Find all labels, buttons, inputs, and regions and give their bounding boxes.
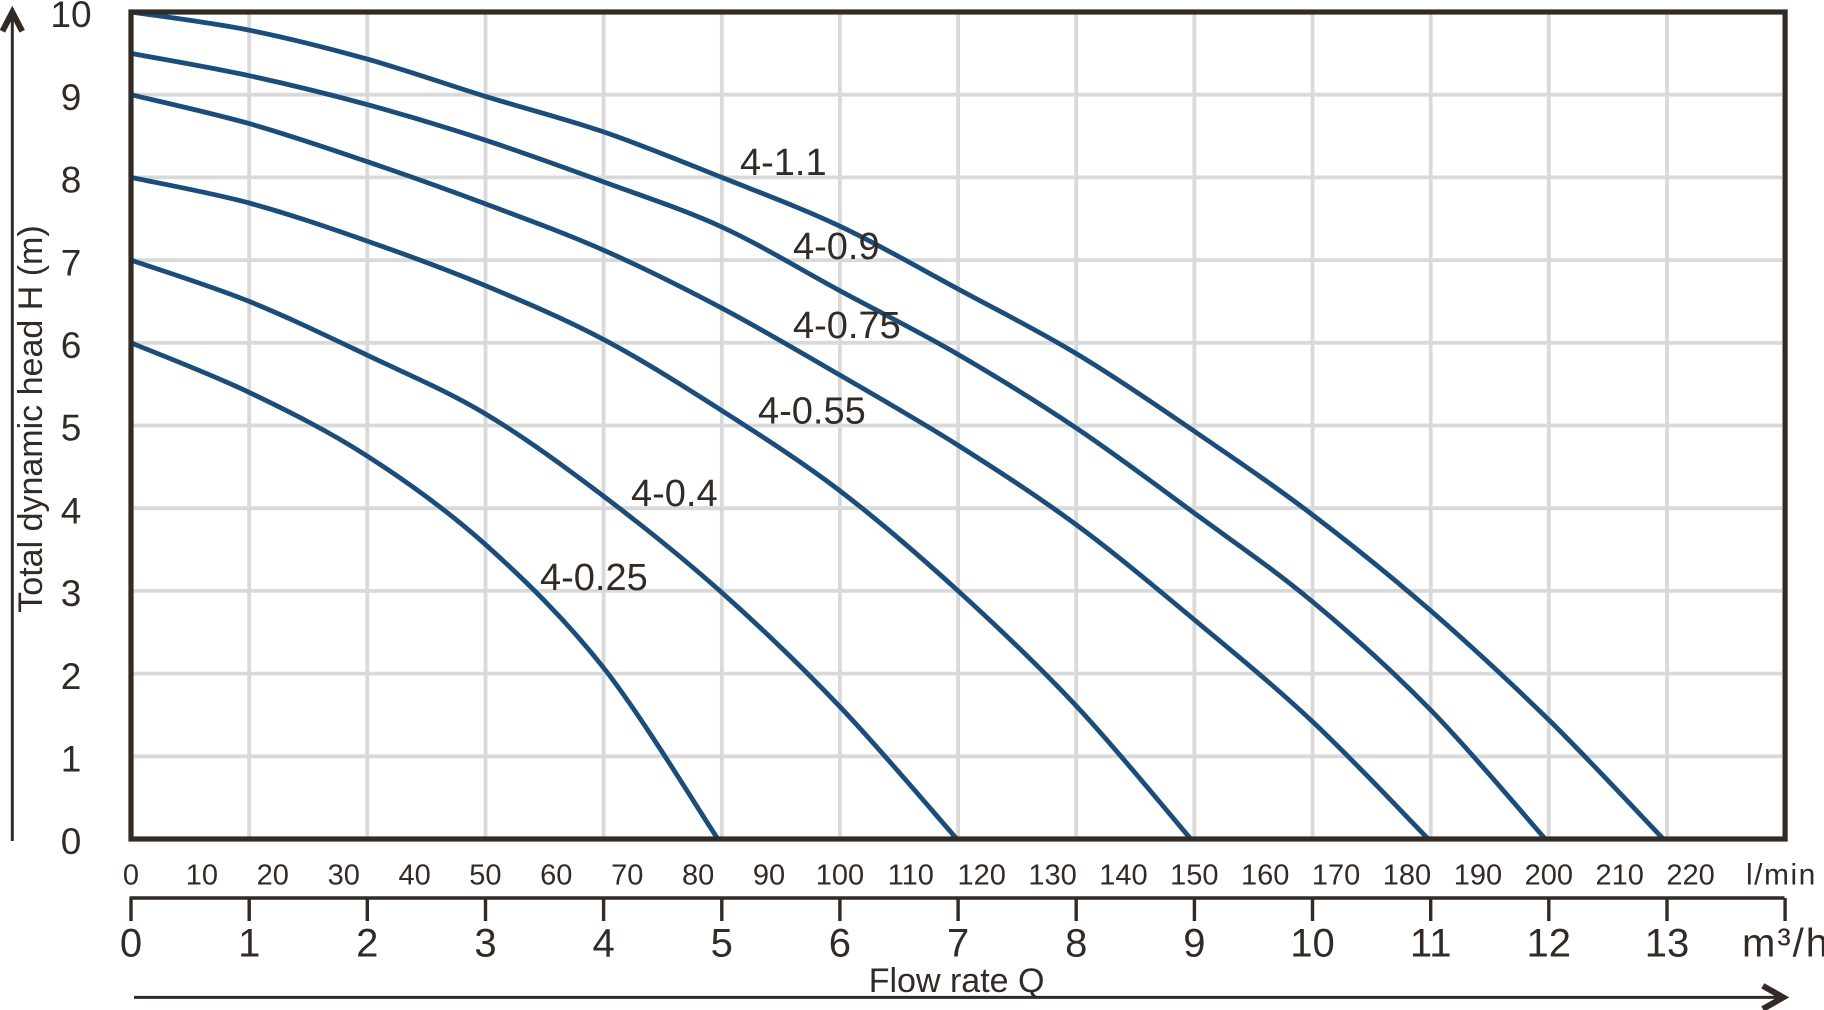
- svg-text:0: 0: [61, 821, 82, 862]
- svg-text:7: 7: [61, 242, 82, 283]
- svg-text:9: 9: [1183, 921, 1205, 965]
- svg-text:6: 6: [61, 325, 82, 366]
- svg-text:6: 6: [829, 921, 851, 965]
- svg-text:40: 40: [398, 860, 430, 892]
- svg-text:5: 5: [711, 921, 733, 965]
- svg-text:2: 2: [356, 921, 378, 965]
- svg-text:5: 5: [61, 408, 82, 449]
- svg-text:0: 0: [120, 921, 142, 965]
- svg-text:30: 30: [328, 860, 360, 892]
- svg-text:13: 13: [1645, 921, 1690, 965]
- svg-text:110: 110: [888, 860, 934, 892]
- svg-text:120: 120: [958, 860, 1006, 892]
- svg-text:m³/h: m³/h: [1742, 921, 1824, 965]
- svg-text:3: 3: [474, 921, 496, 965]
- svg-text:4-0.9: 4-0.9: [793, 226, 880, 268]
- svg-text:170: 170: [1312, 860, 1360, 892]
- svg-text:100: 100: [816, 860, 864, 892]
- svg-text:20: 20: [257, 860, 289, 892]
- svg-text:1: 1: [61, 739, 82, 780]
- svg-text:7: 7: [947, 921, 969, 965]
- svg-text:9: 9: [61, 77, 82, 118]
- svg-text:130: 130: [1028, 860, 1076, 892]
- svg-text:70: 70: [611, 860, 643, 892]
- svg-text:80: 80: [682, 860, 714, 892]
- svg-text:Flow rate Q: Flow rate Q: [869, 962, 1045, 1000]
- svg-text:8: 8: [61, 160, 82, 201]
- svg-text:10: 10: [186, 860, 218, 892]
- svg-text:11: 11: [1410, 921, 1452, 965]
- svg-text:190: 190: [1454, 860, 1502, 892]
- svg-text:200: 200: [1525, 860, 1573, 892]
- svg-text:10: 10: [50, 0, 91, 35]
- svg-text:4-1.1: 4-1.1: [740, 142, 827, 184]
- svg-text:8: 8: [1065, 921, 1087, 965]
- svg-text:50: 50: [469, 860, 501, 892]
- svg-text:220: 220: [1666, 860, 1714, 892]
- svg-text:3: 3: [61, 573, 82, 614]
- svg-text:90: 90: [753, 860, 785, 892]
- svg-text:4: 4: [61, 490, 82, 531]
- svg-text:210: 210: [1596, 860, 1644, 892]
- svg-text:150: 150: [1170, 860, 1218, 892]
- svg-text:Total dynamic head H (m): Total dynamic head H (m): [12, 225, 50, 612]
- svg-text:4-0.75: 4-0.75: [793, 305, 901, 347]
- svg-text:4: 4: [592, 921, 614, 965]
- svg-text:4-0.55: 4-0.55: [758, 391, 866, 433]
- svg-text:4-0.25: 4-0.25: [540, 557, 648, 599]
- svg-text:160: 160: [1241, 860, 1289, 892]
- svg-text:1: 1: [238, 921, 260, 965]
- svg-text:10: 10: [1290, 921, 1335, 965]
- svg-text:60: 60: [540, 860, 572, 892]
- svg-text:0: 0: [123, 860, 139, 892]
- svg-text:180: 180: [1383, 860, 1431, 892]
- svg-text:2: 2: [61, 656, 82, 697]
- svg-text:140: 140: [1099, 860, 1147, 892]
- svg-text:4-0.4: 4-0.4: [631, 473, 718, 515]
- svg-text:12: 12: [1527, 921, 1572, 965]
- svg-text:l/min: l/min: [1746, 859, 1817, 892]
